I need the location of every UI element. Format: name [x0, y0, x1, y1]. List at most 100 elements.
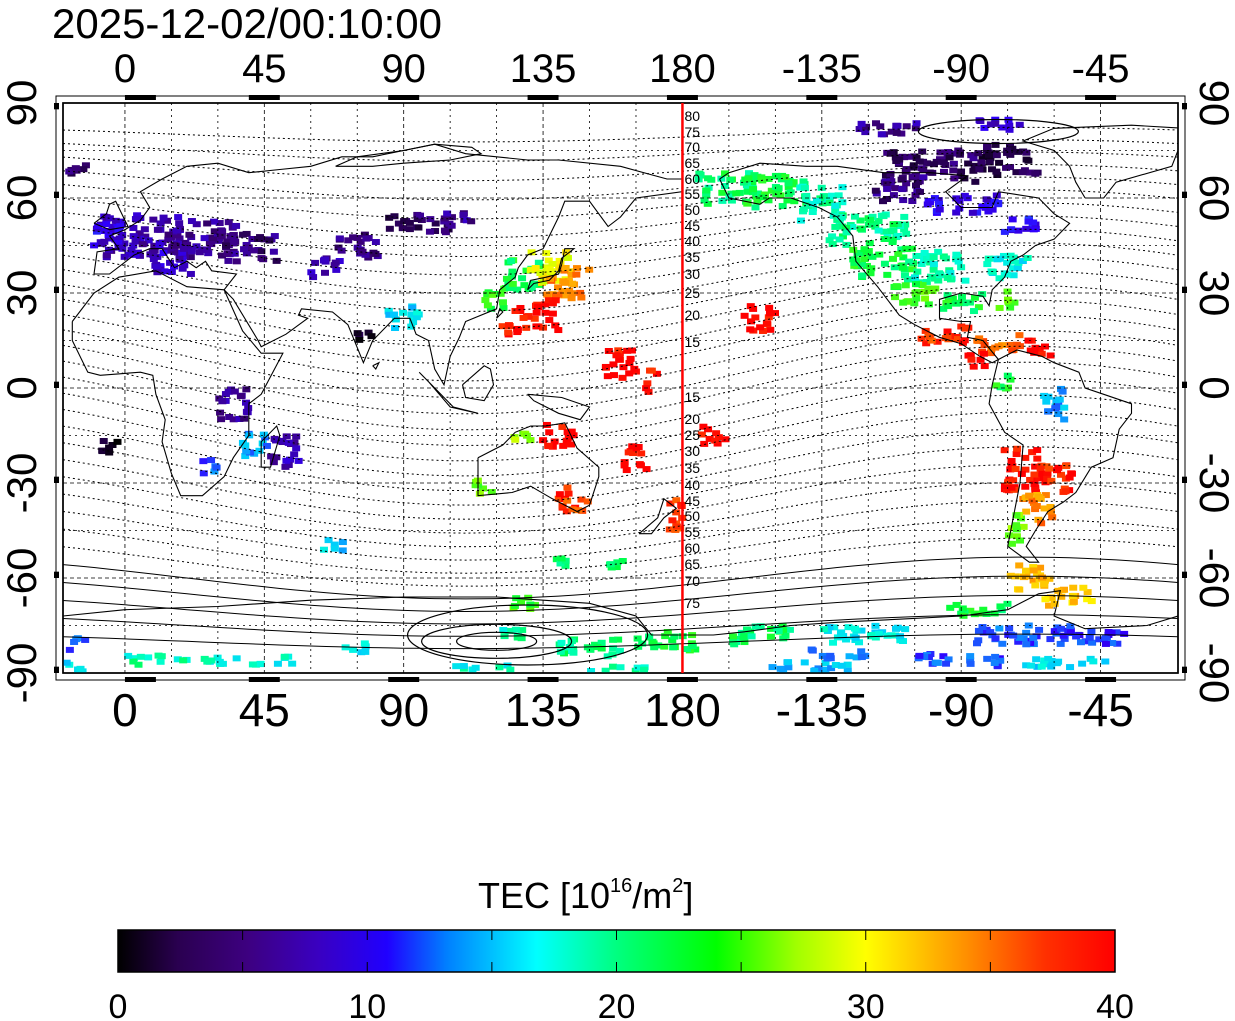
tec-cell: [742, 626, 751, 633]
tec-cell: [626, 355, 635, 362]
tec-cell: [669, 644, 678, 651]
tec-cell: [628, 443, 637, 450]
top-tick-bar: [666, 95, 698, 100]
tec-cell: [1112, 629, 1121, 636]
tec-cell: [218, 660, 227, 667]
tec-cell: [892, 129, 901, 136]
tec-cell: [1024, 637, 1033, 644]
contour-label: 15: [684, 334, 700, 350]
coastline: [477, 422, 600, 513]
tec-cell: [696, 171, 705, 178]
top-longitude-labels: 0 45 90 135 180 -135 -90 -45: [114, 47, 1130, 91]
tec-cell: [102, 252, 111, 259]
tec-cell: [513, 325, 522, 332]
tec-cell: [1022, 567, 1031, 574]
tec-cell: [857, 120, 866, 127]
tec-cell: [779, 635, 788, 642]
tec-cell: [1040, 505, 1049, 512]
tec-cell: [217, 416, 226, 423]
tec-cell: [609, 663, 618, 670]
tec-cell: [232, 258, 241, 265]
tec-cell: [766, 326, 775, 333]
tec-cell: [902, 246, 911, 253]
tec-cell: [984, 151, 993, 158]
coastline: [988, 349, 1133, 563]
tec-cell: [1066, 664, 1075, 671]
tec-cell: [1059, 632, 1068, 639]
tec-cell: [672, 523, 681, 530]
tec-cell: [1004, 631, 1013, 638]
tec-cell: [462, 217, 471, 224]
tec-cell: [965, 299, 974, 306]
tec-cell: [869, 221, 878, 228]
tec-cell: [215, 220, 224, 227]
tec-cell: [899, 254, 908, 261]
tec-cell: [140, 226, 149, 233]
tec-cell: [732, 190, 741, 197]
tec-cell: [748, 189, 757, 196]
tec-cell: [475, 490, 484, 497]
tec-cell: [809, 200, 818, 207]
tec-cell: [265, 237, 274, 244]
tec-cell: [831, 207, 840, 214]
tec-cell: [614, 636, 623, 643]
tec-cell: [371, 239, 380, 246]
tec-cell: [522, 267, 531, 274]
tec-cell: [155, 243, 164, 250]
tec-cell: [842, 229, 851, 236]
tec-cell: [269, 248, 278, 255]
tec-cell: [919, 166, 928, 173]
tec-cell: [242, 448, 251, 455]
tec-cell: [842, 636, 851, 643]
tec-cell: [230, 388, 239, 395]
tec-cell: [774, 627, 783, 634]
tec-cell: [1029, 634, 1038, 641]
tec-cell: [850, 259, 859, 266]
tec-cell: [507, 257, 516, 264]
tec-cell: [842, 241, 851, 248]
tec-cell: [508, 268, 517, 275]
tec-cell: [615, 647, 624, 654]
tec-cell: [1057, 593, 1066, 600]
tec-cell: [762, 320, 771, 327]
tec-cell: [597, 645, 606, 652]
top-lon-label: 90: [381, 47, 426, 91]
tec-cell: [728, 633, 737, 640]
tec-cell: [390, 311, 399, 318]
tec-cell: [174, 249, 183, 256]
tec-cell: [944, 656, 953, 663]
tec-cell: [242, 408, 251, 415]
tec-cell: [642, 466, 651, 473]
tec-cell: [1004, 532, 1013, 539]
bottom-tick-bar: [1085, 677, 1117, 682]
tec-cell: [918, 148, 927, 155]
tec-cell: [1032, 503, 1041, 510]
tec-cell: [223, 250, 232, 257]
contour-label: 35: [684, 249, 700, 265]
colorbar: TEC [1016/m2] 0 10 20 30 40: [109, 875, 1134, 1021]
tec-cell: [897, 130, 906, 137]
tec-cell: [185, 231, 194, 238]
tec-cell: [620, 459, 629, 466]
bottom-lon-label: -90: [928, 684, 994, 736]
tec-cell: [280, 653, 289, 660]
tec-cell: [799, 178, 808, 185]
tec-cell: [939, 168, 948, 175]
tec-cell: [828, 192, 837, 199]
tec-cell: [242, 386, 251, 393]
tec-cell: [526, 605, 535, 612]
polar-contour: [421, 623, 573, 659]
tec-cell: [1078, 660, 1087, 667]
tec-cell: [209, 236, 218, 243]
tec-cell: [218, 398, 227, 405]
tec-cell: [426, 216, 435, 223]
bottom-lon-label: 0: [112, 684, 138, 736]
top-tick-bar: [1085, 95, 1117, 100]
right-lat-label: 30: [1191, 270, 1235, 317]
tec-cell: [1076, 639, 1085, 646]
tec-cell: [332, 266, 341, 273]
coastline: [372, 361, 381, 370]
tec-cell: [627, 347, 636, 354]
tec-cell: [1031, 463, 1040, 470]
